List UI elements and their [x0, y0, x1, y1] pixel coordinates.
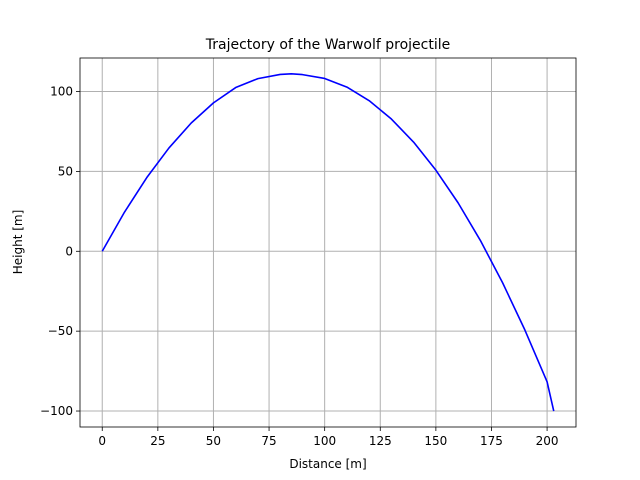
x-tick-label: 200	[536, 434, 559, 448]
x-axis: 0 25 50 75 100 125 150 175 200	[98, 427, 559, 448]
chart-title: Trajectory of the Warwolf projectile	[205, 37, 451, 53]
y-tick-label: 100	[50, 85, 73, 99]
x-axis-label: Distance [m]	[289, 457, 366, 471]
x-tick-label: 0	[98, 434, 106, 448]
y-axis: −100 −50 0 50 100	[40, 85, 80, 418]
plot-frame	[79, 57, 577, 428]
series-layer	[101, 73, 555, 412]
x-tick-label: 25	[150, 434, 165, 448]
y-tick-label: −50	[48, 324, 73, 338]
y-tick-label: 0	[65, 244, 73, 258]
y-tick-label: 50	[58, 164, 73, 178]
x-tick-label: 175	[480, 434, 503, 448]
x-tick-label: 100	[313, 434, 336, 448]
x-tick-label: 75	[261, 434, 276, 448]
x-tick-label: 125	[369, 434, 392, 448]
grid	[80, 58, 576, 427]
x-tick-label: 50	[206, 434, 221, 448]
y-tick-label: −100	[40, 404, 73, 418]
trajectory-line	[101, 73, 555, 412]
x-tick-label: 150	[424, 434, 447, 448]
y-axis-label: Height [m]	[11, 210, 25, 275]
